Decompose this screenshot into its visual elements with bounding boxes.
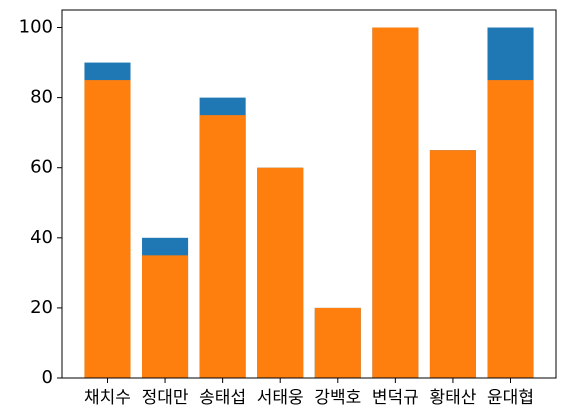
plot-frame xyxy=(61,9,557,379)
x-tick-label: 서태웅 xyxy=(257,388,304,408)
bar xyxy=(257,167,304,378)
x-tick-label: 변덕규 xyxy=(372,388,419,408)
bar xyxy=(142,255,189,378)
x-tick-label: 송태섭 xyxy=(199,388,246,408)
x-tick-label: 강백호 xyxy=(314,388,361,408)
x-tick-label: 채치수 xyxy=(84,388,131,408)
bar xyxy=(314,307,361,378)
y-tick-label: 0 xyxy=(42,367,53,388)
bar xyxy=(199,115,246,379)
bar xyxy=(429,150,476,378)
y-tick-label: 20 xyxy=(30,297,53,318)
bar xyxy=(487,80,534,378)
y-tick-label: 60 xyxy=(30,157,53,178)
x-tick-label: 정대만 xyxy=(142,388,189,408)
x-tick-label: 황태산 xyxy=(429,388,476,408)
y-tick-label: 40 xyxy=(30,227,53,248)
y-tick-label: 80 xyxy=(30,87,53,108)
x-tick-label: 윤대협 xyxy=(487,388,534,408)
y-tick-label: 100 xyxy=(19,17,53,38)
bar xyxy=(84,80,131,378)
bar xyxy=(372,27,419,379)
